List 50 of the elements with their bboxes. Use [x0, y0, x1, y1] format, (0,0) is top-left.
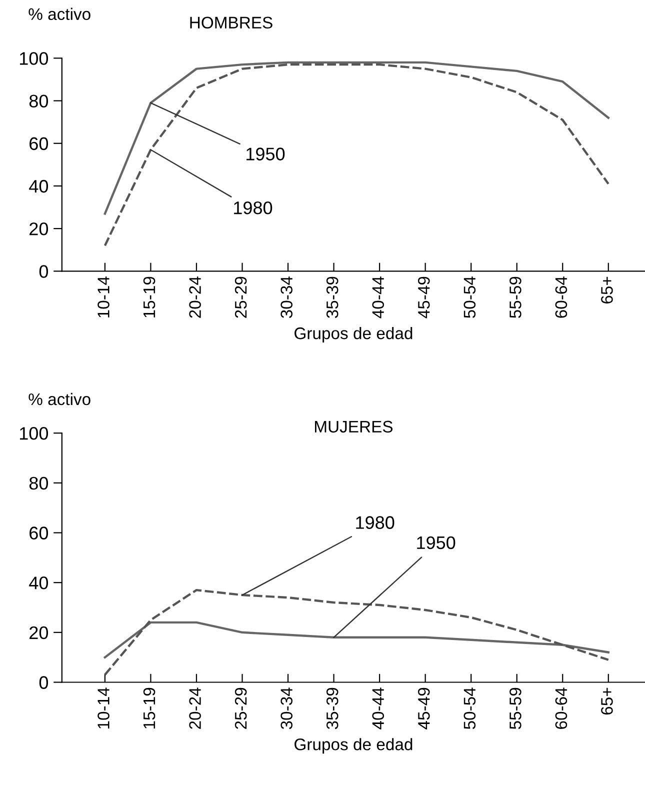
- y-tick-label: 20: [30, 626, 48, 640]
- x-tick-label: 50-54: [464, 276, 476, 318]
- x-tick-label: 40-44: [372, 276, 384, 318]
- x-tick-label: 15-19: [143, 688, 156, 728]
- y-tick-label: 0: [39, 676, 48, 689]
- chart-title: MUJERES: [315, 420, 393, 433]
- y-tick-label: 40: [29, 576, 48, 590]
- y-tick-label: 80: [29, 476, 48, 490]
- x-tick-label: 25-29: [234, 276, 247, 318]
- x-tick-label: 20-24: [189, 276, 201, 318]
- x-tick-label: 60-64: [555, 276, 568, 318]
- x-tick-label: 40-44: [372, 688, 384, 730]
- annotation: 1980: [234, 201, 272, 214]
- y-axis-title: % activo: [28, 392, 90, 406]
- x-tick-label: 20-24: [189, 688, 201, 729]
- line-series: [104, 588, 610, 676]
- x-tick-label: 45-49: [418, 276, 430, 318]
- y-tick-label: 80: [29, 94, 48, 108]
- y-tick-label: 0: [39, 265, 48, 278]
- y-tick-label: 20: [30, 222, 48, 236]
- chart-title: HOMBRES: [190, 16, 272, 29]
- x-tick-label: 55-59: [510, 276, 522, 318]
- y-tick-label: 40: [29, 180, 48, 193]
- x-tick-label: 30-34: [280, 276, 292, 318]
- x-tick-label: 60-64: [555, 688, 568, 729]
- x-axis-title: Grupos de edad: [294, 738, 412, 754]
- x-tick-label: 55-59: [510, 688, 522, 730]
- x-tick-label: 65+: [601, 276, 613, 304]
- x-tick-label: 25-29: [234, 688, 247, 729]
- x-tick-label: 10-14: [98, 276, 110, 318]
- y-tick-label: 100: [20, 52, 48, 65]
- y-axis-title: % activo: [28, 8, 90, 20]
- x-tick-label: 35-39: [326, 276, 338, 318]
- x-tick-label: 65+: [601, 688, 613, 715]
- line-series: [104, 63, 610, 247]
- x-tick-label: 10-14: [98, 688, 110, 728]
- annotation: 1980: [356, 516, 394, 529]
- annotation: 1950: [417, 536, 456, 550]
- y-tick-label: 60: [30, 526, 48, 540]
- annotation: 1950: [246, 148, 285, 160]
- x-tick-label: 15-19: [143, 276, 156, 318]
- x-tick-label: 30-34: [280, 688, 292, 730]
- y-tick-label: 100: [20, 427, 48, 440]
- x-axis-title: Grupos de edad: [294, 326, 412, 343]
- x-tick-label: 35-39: [326, 688, 338, 730]
- y-tick-label: 60: [30, 137, 48, 150]
- line-series: [104, 61, 610, 215]
- x-tick-label: 45-49: [418, 688, 430, 730]
- line-series: [104, 621, 610, 658]
- x-tick-label: 50-54: [464, 688, 476, 730]
